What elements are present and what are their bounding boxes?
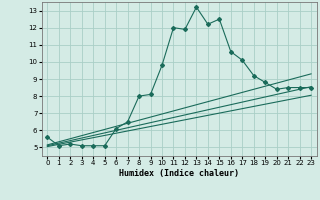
X-axis label: Humidex (Indice chaleur): Humidex (Indice chaleur) (119, 169, 239, 178)
